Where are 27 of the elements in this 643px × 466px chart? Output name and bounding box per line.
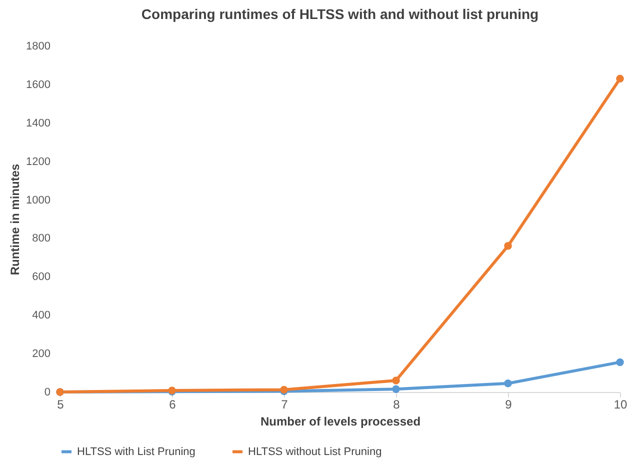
y-tick-label: 200 bbox=[32, 348, 50, 360]
y-tick-label: 1200 bbox=[26, 156, 50, 168]
x-tick-label: 6 bbox=[169, 398, 176, 412]
y-tick-label: 1800 bbox=[26, 40, 50, 52]
point bbox=[616, 74, 624, 83]
y-tick-label: 1600 bbox=[26, 78, 50, 91]
y-axis-title: Runtime in minutes bbox=[8, 164, 22, 276]
x-tick-label: 9 bbox=[505, 398, 512, 412]
x-tick-label: 10 bbox=[614, 398, 628, 412]
x-tick-label: 7 bbox=[281, 398, 288, 412]
y-tick-label: 1400 bbox=[26, 117, 50, 130]
y-tick-label: 600 bbox=[32, 271, 50, 284]
x-tick-label: 8 bbox=[393, 398, 400, 412]
legend-label: HLTSS without List Pruning bbox=[248, 446, 382, 458]
point bbox=[616, 358, 624, 366]
x-tick-label: 5 bbox=[57, 398, 64, 412]
chart-title: Comparing runtimes of HLTSS with and without list pruning bbox=[141, 6, 539, 22]
point bbox=[392, 376, 400, 384]
y-tick-label: 800 bbox=[32, 232, 50, 245]
y-tick-label: 0 bbox=[44, 386, 50, 398]
point bbox=[504, 379, 512, 388]
x-axis-title: Number of levels processed bbox=[260, 414, 421, 428]
y-tick-label: 400 bbox=[32, 310, 50, 322]
point bbox=[392, 385, 400, 393]
point bbox=[504, 242, 512, 250]
y-tick-label: 1000 bbox=[26, 194, 50, 206]
legend-label: HLTSS with List Pruning bbox=[77, 446, 196, 458]
